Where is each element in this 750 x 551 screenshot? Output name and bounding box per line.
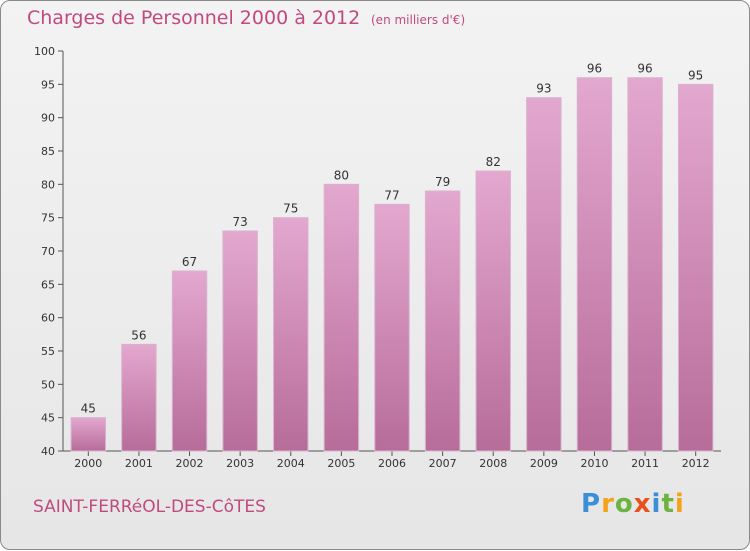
data-label-2010: 96 bbox=[587, 62, 602, 76]
data-labels: 45 56 67 73 75 80 77 79 82 93 96 96 95 bbox=[81, 62, 704, 416]
bar-2010 bbox=[576, 77, 613, 452]
bar-2001 bbox=[121, 343, 157, 452]
x-tick-label-2002: 2002 bbox=[176, 457, 204, 470]
x-tick-label-2006: 2006 bbox=[378, 457, 406, 470]
x-tick-label-2009: 2009 bbox=[530, 457, 558, 470]
data-label-2003: 73 bbox=[233, 215, 248, 229]
bar-2004 bbox=[273, 217, 309, 452]
data-label-2012: 95 bbox=[688, 68, 703, 82]
y-tick-label: 40 bbox=[41, 445, 55, 458]
chart-title: Charges de Personnel 2000 à 2012 bbox=[27, 7, 361, 29]
data-label-2008: 82 bbox=[486, 155, 501, 169]
x-tick-label-2010: 2010 bbox=[580, 457, 608, 470]
x-tick-label-2001: 2001 bbox=[125, 457, 153, 470]
bar-2008 bbox=[475, 170, 511, 452]
y-tick-label: 85 bbox=[41, 145, 55, 158]
data-label-2001: 56 bbox=[131, 328, 146, 342]
y-tick-label: 95 bbox=[41, 78, 55, 91]
y-tick-label: 55 bbox=[41, 345, 55, 358]
proxiti-logo: Proxiti bbox=[581, 489, 685, 519]
y-tick-label: 65 bbox=[41, 278, 55, 291]
x-tick-label-2004: 2004 bbox=[277, 457, 305, 470]
bar-2002 bbox=[171, 270, 208, 452]
bar-2005 bbox=[323, 183, 360, 452]
x-tick-label-2012: 2012 bbox=[682, 457, 710, 470]
data-label-2000: 45 bbox=[81, 402, 96, 416]
commune-name: SAINT-FERRéOL-DES-CôTES bbox=[33, 497, 266, 517]
x-tick-label-2005: 2005 bbox=[327, 457, 355, 470]
data-label-2005: 80 bbox=[334, 168, 349, 182]
bars bbox=[70, 77, 714, 452]
y-tick-label: 70 bbox=[41, 245, 55, 258]
bar-2000 bbox=[70, 417, 107, 452]
bar-2007 bbox=[424, 190, 461, 452]
y-tick-label: 100 bbox=[34, 45, 55, 58]
x-tick-label-2007: 2007 bbox=[429, 457, 457, 470]
bar-2009 bbox=[526, 97, 562, 452]
data-label-2007: 79 bbox=[435, 175, 450, 189]
data-label-2011: 96 bbox=[637, 62, 652, 76]
y-tick-label: 75 bbox=[41, 212, 55, 225]
y-tick-label: 50 bbox=[41, 378, 55, 391]
bar-2012 bbox=[677, 83, 714, 452]
chart-unit-note: (en milliers d'€) bbox=[371, 13, 466, 27]
y-tick-label: 90 bbox=[41, 112, 55, 125]
bar-2006 bbox=[374, 203, 410, 452]
y-tick-label: 45 bbox=[41, 412, 55, 425]
data-label-2002: 67 bbox=[182, 255, 197, 269]
x-tick-label-2003: 2003 bbox=[226, 457, 254, 470]
x-tick-label-2008: 2008 bbox=[479, 457, 507, 470]
bar-2011 bbox=[627, 77, 663, 452]
data-label-2006: 77 bbox=[384, 188, 399, 202]
data-label-2009: 93 bbox=[536, 82, 551, 96]
x-tick-label-2011: 2011 bbox=[631, 457, 659, 470]
y-tick-label: 80 bbox=[41, 178, 55, 191]
x-tick-label-2000: 2000 bbox=[74, 457, 102, 470]
data-label-2004: 75 bbox=[283, 202, 298, 216]
y-tick-label: 60 bbox=[41, 312, 55, 325]
bar-2003 bbox=[222, 230, 258, 452]
